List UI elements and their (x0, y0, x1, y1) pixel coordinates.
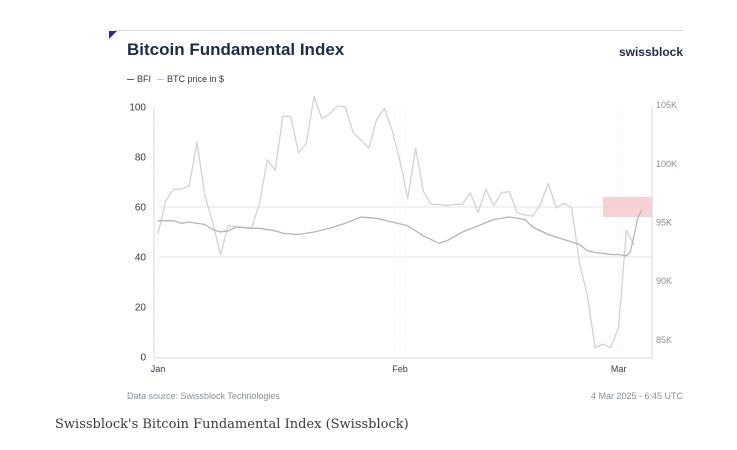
top-divider (114, 30, 683, 31)
left-tick-label: 80 (135, 153, 147, 164)
legend-item-bfi: BFI (127, 74, 151, 84)
legend: BFI BTC price in $ (127, 74, 224, 84)
legend-label-bfi: BFI (137, 74, 152, 84)
series-line-btc-price (157, 95, 635, 349)
left-tick-label: 100 (129, 103, 146, 114)
right-tick-label: 90K (656, 276, 672, 286)
tick-layer: 0 20 40 60 80 100 85K 90K 95K 100K 105K Jan Feb Mar (129, 100, 677, 374)
chart-card (108, 30, 683, 402)
axis-layer (153, 107, 653, 359)
x-tick-label: Jan (151, 364, 166, 374)
image-caption: Swissblock's Bitcoin Fundamental Index (… (55, 417, 409, 432)
legend-label-btc: BTC price in $ (167, 74, 225, 84)
legend-swatch-bfi (127, 78, 134, 81)
right-tick-label: 95K (656, 218, 672, 228)
data-source: Data source: Swissblock Technologies (127, 391, 280, 401)
grid-layer (157, 107, 652, 357)
highlight-box (602, 197, 652, 217)
left-tick-label: 40 (135, 253, 147, 264)
series-line-bfi (158, 209, 643, 257)
legend-item-btc: BTC price in $ (157, 74, 224, 84)
x-tick-label: Feb (392, 364, 408, 374)
x-tick-label: Mar (611, 364, 627, 374)
left-tick-label: 60 (135, 203, 147, 214)
corner-accent-icon (109, 31, 117, 39)
left-tick-label: 0 (140, 353, 146, 364)
highlight-layer (602, 197, 652, 217)
brand-logo: swissblock (618, 45, 683, 59)
chart-title: Bitcoin Fundamental Index (127, 40, 345, 59)
legend-swatch-btc (157, 78, 165, 81)
left-tick-label: 20 (135, 303, 147, 314)
right-tick-label: 85K (656, 335, 672, 345)
timestamp: 4 Mar 2025 - 6:45 UTC (590, 391, 683, 401)
right-tick-label: 105K (656, 100, 677, 110)
series-layer (157, 95, 643, 349)
right-tick-label: 100K (656, 159, 677, 169)
